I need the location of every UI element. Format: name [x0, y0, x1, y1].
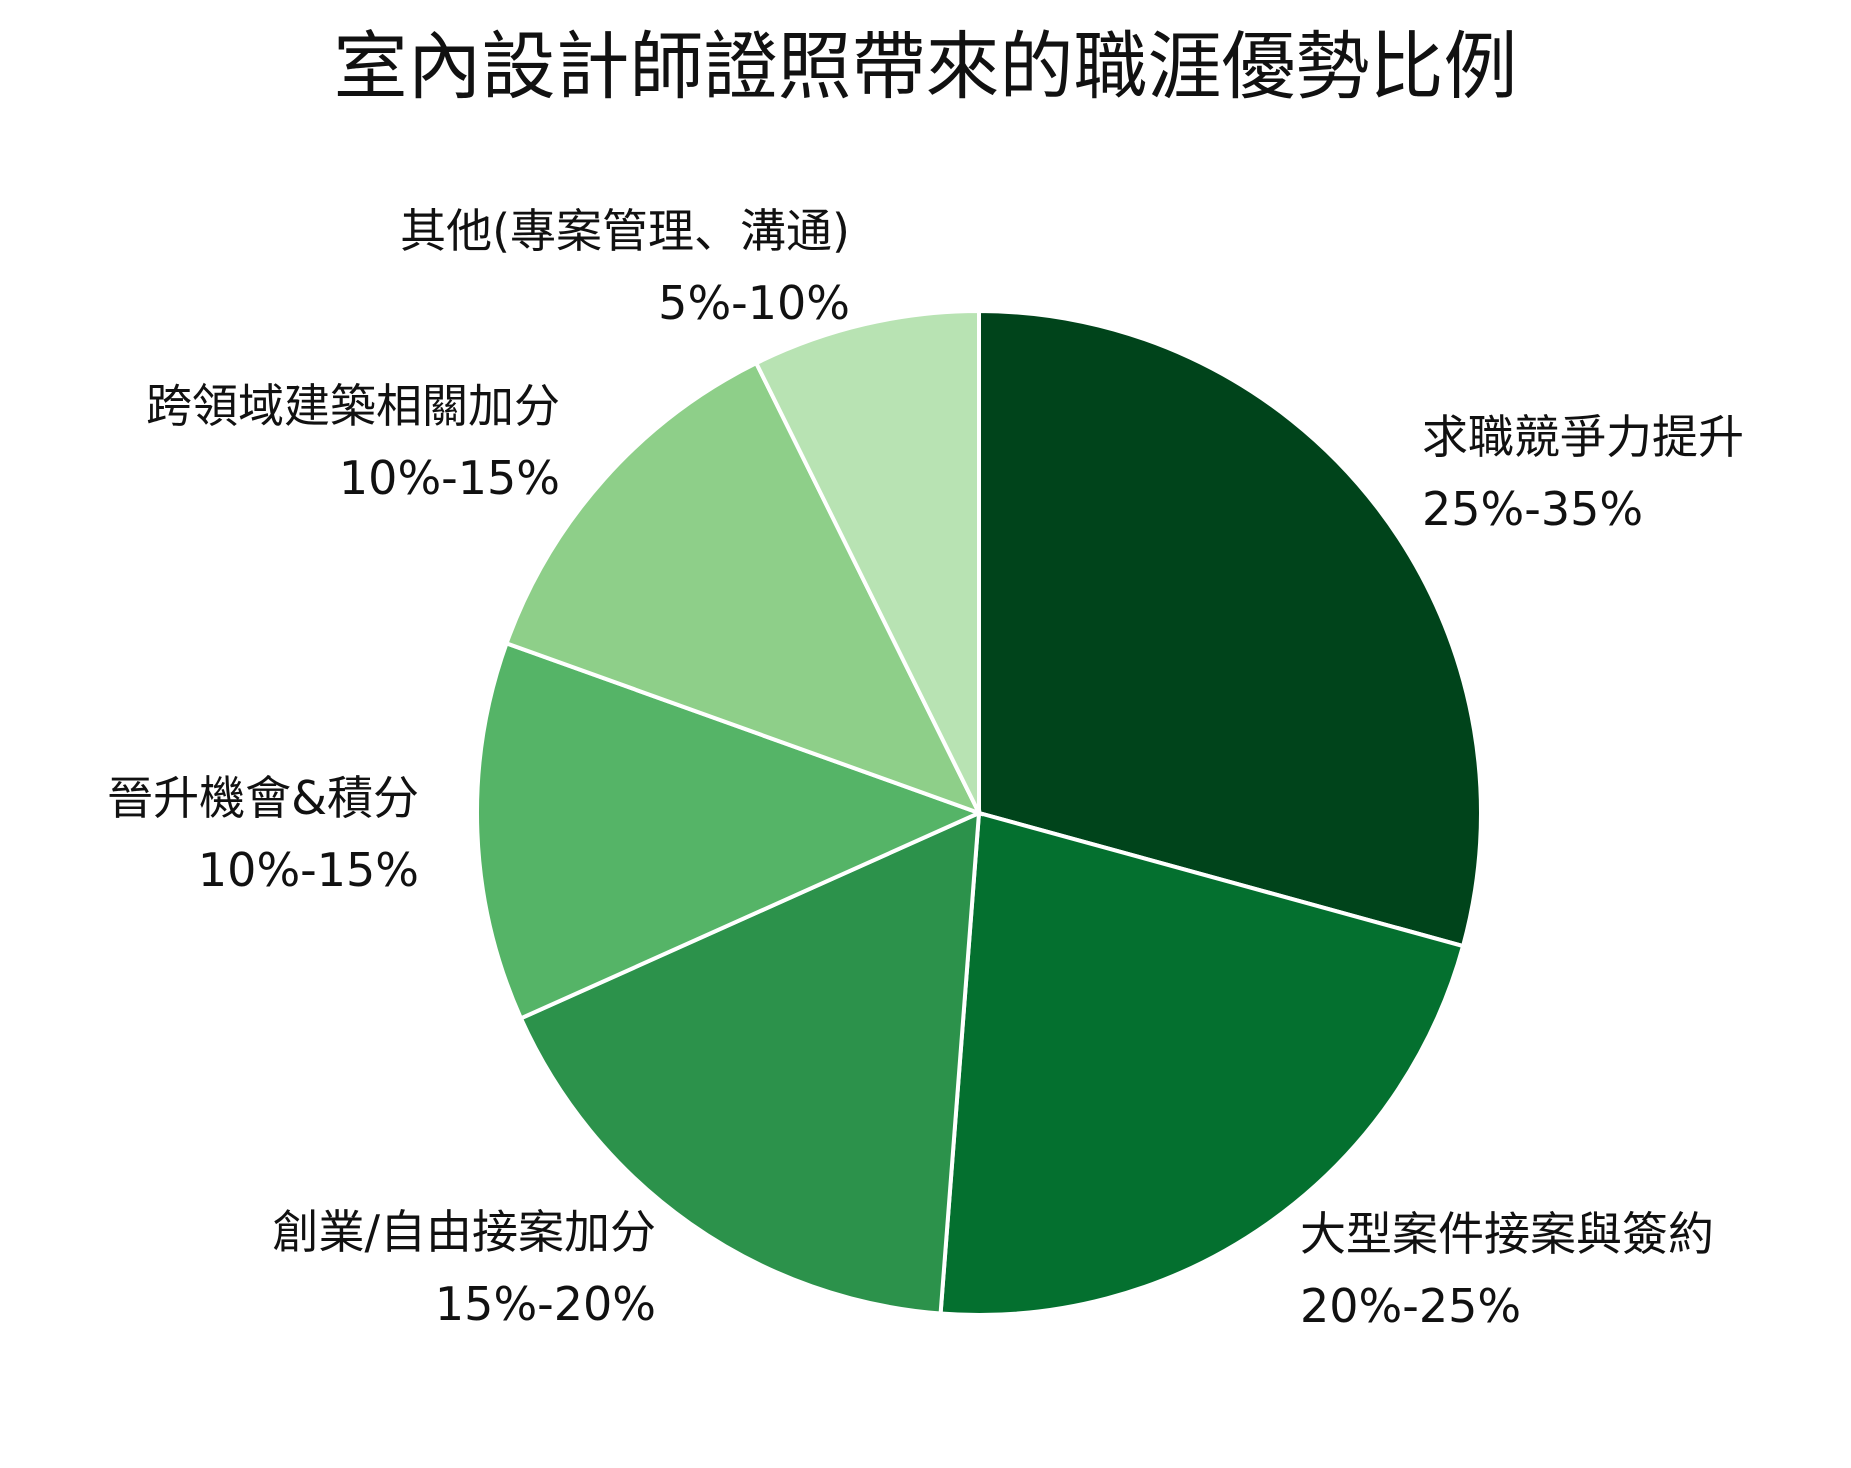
slice-label-5: 其他(專案管理、溝通) 5%-10%	[400, 195, 850, 339]
slice-label-name: 其他(專案管理、溝通)	[400, 204, 850, 258]
pie-slice-5	[753, 308, 981, 814]
slice-label-4: 跨領域建築相關加分 10%-15%	[146, 370, 560, 514]
pie-slice-4	[503, 360, 983, 817]
pie-slice-2	[518, 809, 982, 1316]
pie-slice-1	[938, 810, 1466, 1317]
slice-label-3: 晉升機會&積分 10%-15%	[107, 762, 419, 906]
pie-slice-3	[475, 640, 985, 1021]
slice-label-range: 10%-15%	[197, 843, 419, 897]
slice-label-1: 大型案件接案與簽約 20%-25%	[1300, 1198, 1714, 1342]
slice-label-range: 20%-25%	[1300, 1279, 1522, 1333]
chart-title: 室內設計師證照帶來的職涯優勢比例	[333, 24, 1518, 110]
slice-label-name: 大型案件接案與簽約	[1300, 1207, 1714, 1261]
pie-slice-0	[977, 308, 1483, 949]
slice-label-name: 跨領域建築相關加分	[146, 379, 560, 433]
slice-label-0: 求職競爭力提升 25%-35%	[1422, 401, 1744, 545]
slice-label-range: 25%-35%	[1422, 482, 1644, 536]
slice-label-range: 15%-20%	[434, 1277, 656, 1331]
slice-label-name: 晉升機會&積分	[107, 771, 419, 825]
slice-label-name: 創業/自由接案加分	[272, 1205, 657, 1259]
slice-label-range: 5%-10%	[658, 276, 850, 330]
slice-label-range: 10%-15%	[338, 451, 560, 505]
slice-label-2: 創業/自由接案加分 15%-20%	[273, 1196, 657, 1340]
slice-label-name: 求職競爭力提升	[1422, 410, 1744, 464]
